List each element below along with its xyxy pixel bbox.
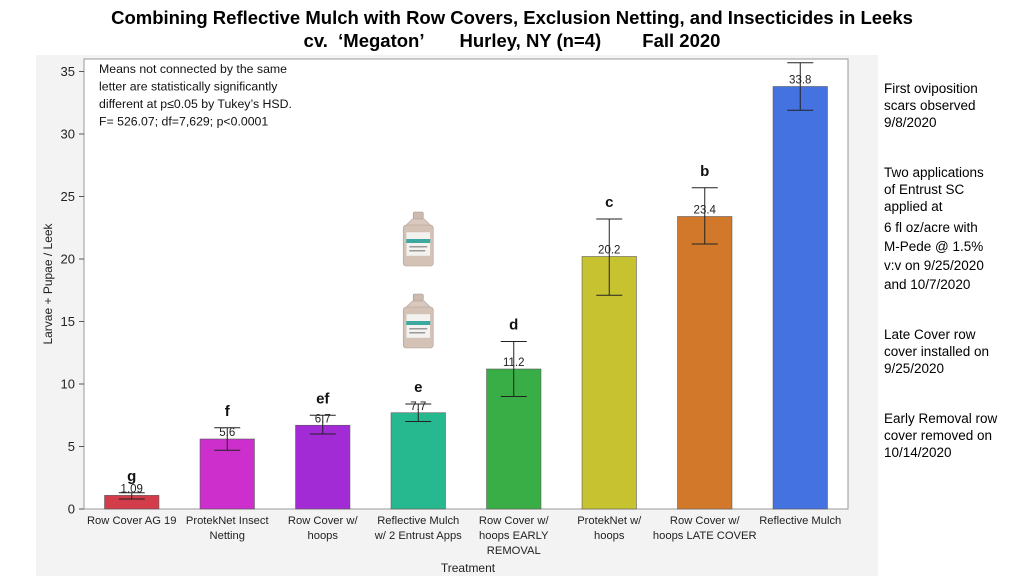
y-tick-label: 15 (61, 314, 75, 329)
side-note-line: M-Pede @ 1.5% (884, 239, 984, 254)
bar-chart: 0 5 10 15 20 25 30 35 Larvae + Pupae / Leek Treat… (41, 58, 849, 575)
bar (772, 86, 828, 510)
x-tick-label: ProtekNet Insect (186, 515, 270, 527)
significance-letter: ef (316, 390, 330, 407)
side-note-block: 6 fl oz/acre with M-Pede @ 1.5% v:v on 9/2… (884, 218, 1020, 294)
chart-title-line-2: cv. ‘Megaton’ Hurley, NY (n=4) Fall 2020 (303, 30, 721, 51)
bottle-label-stripe (406, 239, 431, 243)
side-note-line: Two applications (884, 165, 984, 180)
chart-text: 1.09g5.6f6.7ef7.7e11.2d20.2c23.4b33.8aMe… (99, 62, 811, 495)
data-label: 11.2 (503, 357, 525, 369)
y-tick-label: 25 (61, 189, 75, 204)
side-note-line: 6 fl oz/acre with (884, 220, 978, 235)
x-tick-label: ProtekNet w/ (577, 515, 642, 527)
data-label: 20.2 (598, 245, 620, 257)
y-tick-label: 20 (61, 252, 75, 267)
side-note-line: 9/8/2020 (884, 115, 937, 130)
product-images: Entrust SC bottle Entrust SC bottle (402, 211, 434, 349)
bars (104, 62, 828, 510)
bar (677, 216, 733, 510)
bar (295, 424, 351, 510)
bottle-label (406, 231, 431, 257)
side-note-line: scars observed (884, 98, 976, 113)
y-axis-label: Larvae + Pupae / Leek (41, 222, 55, 344)
x-tick-label: Row Cover w/ (288, 515, 359, 527)
data-label: 33.8 (789, 75, 811, 87)
x-tick-label: w/ 2 Entrust Apps (374, 530, 462, 542)
significance-letter: b (700, 163, 709, 180)
stats-note-line: different at p≤0.05 by Tukey’s HSD. (99, 97, 292, 111)
bottle-label (406, 313, 431, 339)
x-tick-label: Row Cover w/ (479, 515, 550, 527)
bottle-label-text-line (409, 250, 426, 252)
bottle-label-text-line (409, 246, 428, 248)
stats-note-line: F= 526.07; df=7,629; p<0.0001 (99, 115, 268, 129)
bottle-cap (412, 293, 424, 302)
side-note-line: of Entrust SC (884, 182, 965, 197)
y-tick-label: 5 (68, 439, 75, 454)
bar (390, 412, 446, 510)
significance-letter: d (509, 317, 518, 334)
x-tick-label: hoops LATE COVER (653, 530, 757, 542)
side-note-line: 9/25/2020 (884, 361, 945, 376)
side-note-line: v:v on 9/25/2020 (884, 258, 984, 273)
side-note-line: Early Removal row (884, 411, 998, 426)
side-note-line: cover installed on (884, 344, 990, 359)
side-note-line: cover removed on (884, 428, 993, 443)
x-tick-label: Reflective Mulch (759, 515, 841, 527)
y-tick-label: 30 (61, 127, 75, 142)
entrust-bottle-image: Entrust SC bottle (402, 211, 434, 267)
x-tick-label: Reflective Mulch (377, 515, 459, 527)
bottle-label-stripe (406, 321, 431, 325)
x-axis-label: Treatment (441, 561, 496, 575)
y-tick-label: 10 (61, 377, 75, 392)
x-tick-label: hoops EARLY (479, 530, 549, 542)
data-label: 5.6 (219, 427, 235, 439)
y-tick-label: 35 (61, 64, 75, 79)
stats-note-line: letter are statistically significantly (99, 80, 278, 94)
side-note-line: Late Cover row (884, 327, 976, 342)
x-tick-label: hoops (308, 530, 339, 542)
x-tick-label: hoops (594, 530, 625, 542)
side-note-line: First oviposition (884, 81, 978, 96)
data-label: 23.4 (694, 205, 717, 217)
x-tick-label: Row Cover AG 19 (87, 515, 177, 527)
stats-note: Means not connected by the same letter ar… (99, 62, 292, 129)
side-note-block: Two applications of Entrust SC applied at (884, 164, 1020, 215)
chart-title: Combining Reflective Mulch with Row Cove… (0, 6, 1024, 52)
bar (581, 256, 637, 510)
x-tick-label: Netting (210, 530, 245, 542)
significance-letter: g (127, 468, 136, 485)
significance-letter: e (414, 379, 422, 396)
chart-title-line-1: Combining Reflective Mulch with Row Cove… (111, 7, 913, 28)
data-label: 7.7 (410, 401, 426, 413)
significance-letter: c (605, 194, 613, 211)
data-label: 1.09 (121, 483, 143, 495)
bottle-cap (412, 211, 424, 220)
side-note-line: applied at (884, 199, 943, 214)
chart-panel: 0 5 10 15 20 25 30 35 Larvae + Pupae / Leek Treat… (36, 55, 878, 576)
significance-letter: f (225, 403, 231, 420)
side-note-block: First oviposition scars observed 9/8/2020 (884, 80, 1020, 131)
entrust-bottle-image: Entrust SC bottle (402, 293, 434, 349)
side-note-line: and 10/7/2020 (884, 277, 971, 292)
data-label: 6.7 (315, 413, 331, 425)
bottle-label-text-line (409, 332, 426, 334)
side-note-line: 10/14/2020 (884, 445, 952, 460)
side-note-block: Early Removal row cover removed on 10/14/2… (884, 410, 1020, 461)
x-tick-label: Row Cover w/ (670, 515, 741, 527)
side-note-block: Late Cover row cover installed on 9/25/202… (884, 326, 1020, 377)
bottle-label-text-line (409, 328, 428, 330)
stats-note-line: Means not connected by the same (99, 62, 287, 76)
y-tick-label: 0 (68, 502, 75, 517)
x-tick-label: REMOVAL (487, 545, 541, 557)
